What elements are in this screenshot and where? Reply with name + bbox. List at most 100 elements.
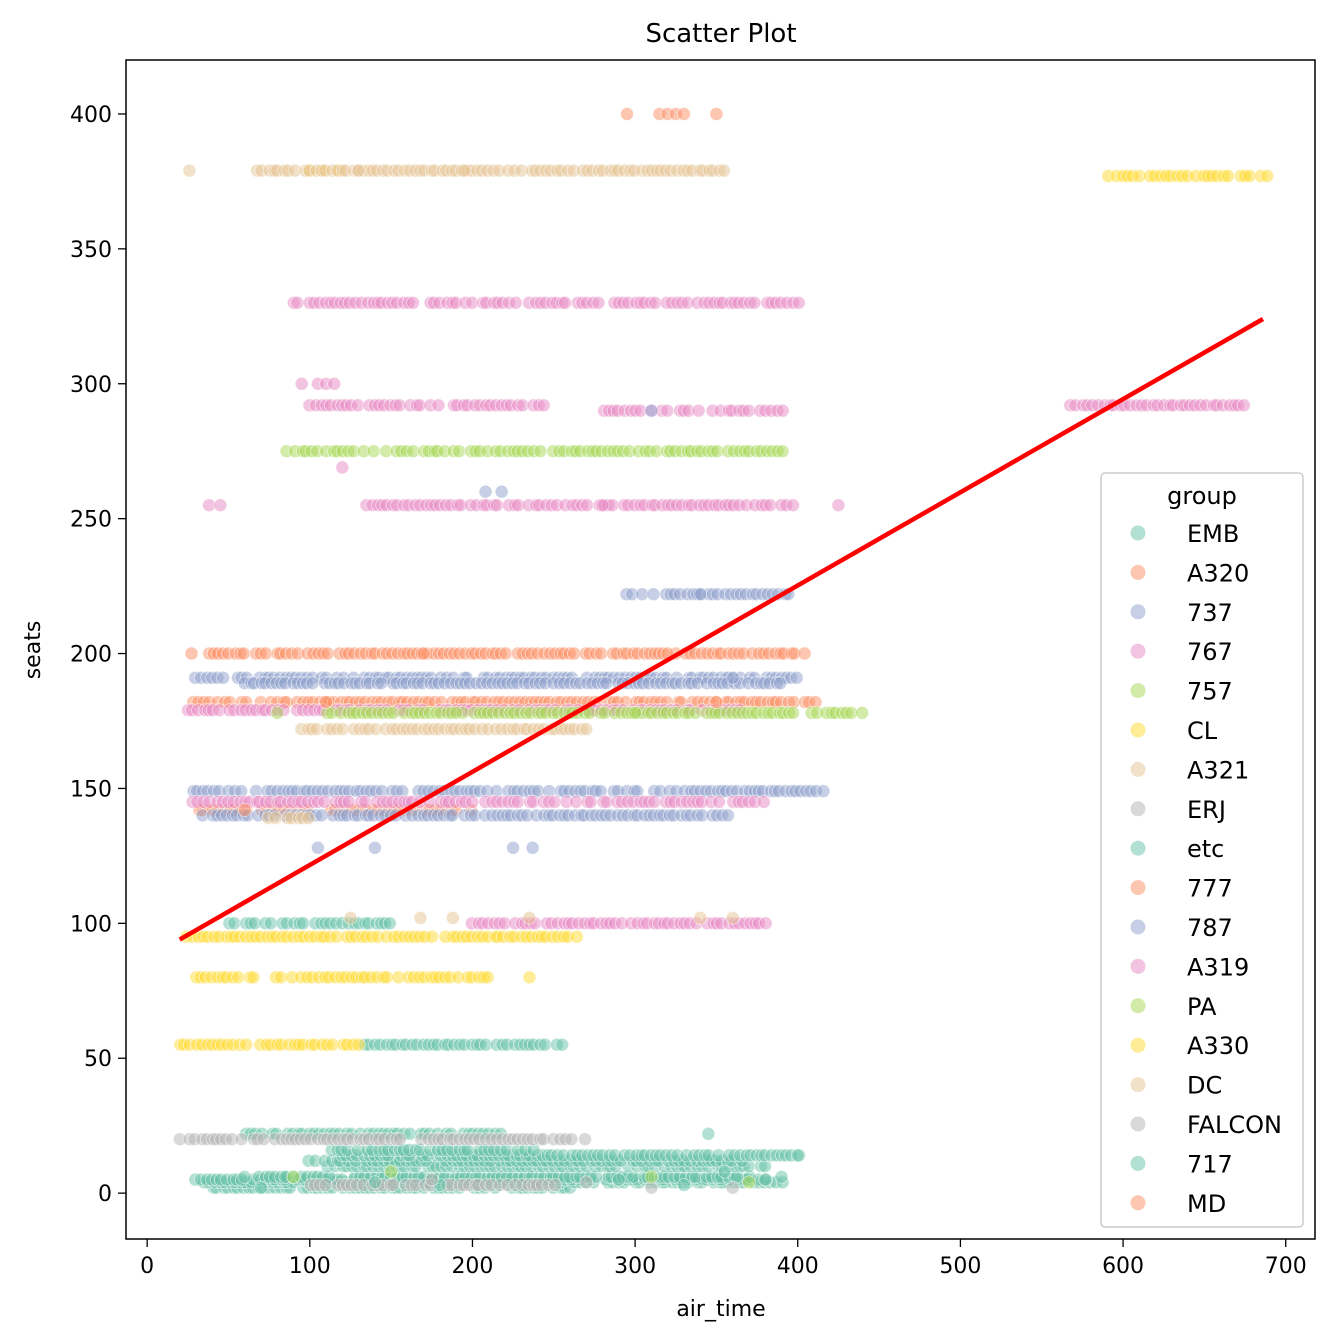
scatter-point <box>465 795 480 809</box>
scatter-point <box>578 1132 592 1147</box>
y-tick-label: 250 <box>70 508 112 533</box>
scatter-point <box>522 911 537 925</box>
scatter-point <box>258 646 273 661</box>
scatter-point <box>182 163 197 178</box>
x-tick-label: 500 <box>939 1254 981 1279</box>
legend-label: CL <box>1187 717 1218 745</box>
legend-label: MD <box>1187 1190 1226 1218</box>
scatter-point <box>789 670 804 685</box>
legend-marker <box>1130 840 1146 856</box>
scatter-point <box>786 706 800 720</box>
scatter-point <box>184 646 199 661</box>
scatter-point <box>1260 169 1275 183</box>
x-tick-label: 700 <box>1265 1254 1307 1279</box>
scatter-point <box>445 808 460 823</box>
scatter-point <box>424 929 439 944</box>
scatter-point <box>320 646 335 661</box>
scatter-point <box>237 1170 252 1184</box>
legend-label: 717 <box>1187 1150 1233 1178</box>
scatter-point <box>367 1175 382 1190</box>
legend-marker <box>1130 1037 1146 1053</box>
scatter-point <box>305 676 320 691</box>
legend-label: A320 <box>1187 559 1249 587</box>
scatter-point <box>319 695 334 709</box>
y-tick-label: 300 <box>70 373 112 398</box>
legend-label: 737 <box>1187 599 1233 627</box>
regression-line <box>178 317 1265 942</box>
scatter-point <box>691 403 706 418</box>
chart-title: Scatter Plot <box>645 19 796 49</box>
scatter-point <box>358 795 373 809</box>
scatter-point <box>677 1178 691 1192</box>
scatter-point <box>301 811 316 825</box>
legend-label: etc <box>1187 835 1224 863</box>
scatter-point <box>644 1170 659 1184</box>
scatter-point <box>717 1164 732 1179</box>
scatter-point <box>511 795 525 809</box>
scatter-point <box>386 1178 401 1192</box>
scatter-point <box>416 646 431 661</box>
scatter-point <box>318 1178 333 1192</box>
scatter-point <box>774 1170 789 1184</box>
legend-marker <box>1130 1077 1146 1093</box>
legend: group EMB A320 737 767 757 CL A321 ERJ etc 777 787… <box>1100 472 1304 1228</box>
scatter-point <box>449 706 464 720</box>
x-tick-label: 100 <box>289 1254 331 1279</box>
scatter-point <box>239 1037 254 1052</box>
scatter-point <box>310 840 325 855</box>
legend-marker <box>1130 564 1146 580</box>
scatter-point <box>343 911 358 925</box>
scatter-point <box>366 444 381 459</box>
y-tick-label: 400 <box>70 103 112 128</box>
legend-box <box>1100 472 1304 1228</box>
y-axis-label: seats <box>21 621 46 680</box>
scatter-point <box>701 1126 716 1141</box>
scatter-point <box>525 840 540 855</box>
scatter-point <box>775 403 790 418</box>
scatter-point <box>379 970 394 985</box>
legend-label: PA <box>1187 993 1217 1021</box>
scatter-point <box>595 498 610 513</box>
scatter-point <box>286 1170 301 1184</box>
scatter-point <box>569 795 583 809</box>
scatter-point <box>775 444 790 459</box>
legend-marker <box>1130 919 1146 935</box>
y-tick-label: 50 <box>84 1047 112 1072</box>
scatter-point <box>406 295 421 310</box>
legend-marker <box>1130 1155 1146 1171</box>
scatter-point <box>693 911 708 925</box>
scatter-point <box>294 376 309 391</box>
scatter-point <box>747 295 762 310</box>
y-tick-label: 200 <box>70 643 112 668</box>
legend-marker <box>1130 801 1146 817</box>
scatter-point <box>660 403 675 418</box>
x-axis: 0 100 200 300 400 500 600 700 <box>140 1239 1307 1279</box>
scatter-point <box>709 695 724 709</box>
legend-marker <box>1130 643 1146 659</box>
scatter-point <box>567 646 581 661</box>
scatter-point <box>335 460 350 475</box>
legend-marker <box>1130 722 1146 738</box>
scatter-point <box>236 646 251 661</box>
scatter-point <box>367 840 382 855</box>
points-layer <box>172 107 1275 1195</box>
scatter-point <box>816 784 831 798</box>
scatter-point <box>494 484 509 499</box>
scatter-point <box>677 107 691 121</box>
scatter-point <box>693 587 708 602</box>
scatter-point <box>227 916 242 931</box>
scatter-point <box>533 444 548 459</box>
legend-marker <box>1130 998 1146 1014</box>
scatter-point <box>270 706 285 720</box>
legend-marker <box>1130 1116 1146 1132</box>
legend-label: 767 <box>1187 638 1233 666</box>
y-tick-label: 150 <box>70 777 112 802</box>
scatter-point <box>855 706 869 720</box>
scatter-point <box>594 646 608 661</box>
scatter-point <box>478 484 493 499</box>
scatter-point <box>1221 169 1235 183</box>
scatter-point <box>725 670 740 685</box>
y-tick-label: 0 <box>98 1182 112 1207</box>
scatter-point <box>384 1164 399 1179</box>
